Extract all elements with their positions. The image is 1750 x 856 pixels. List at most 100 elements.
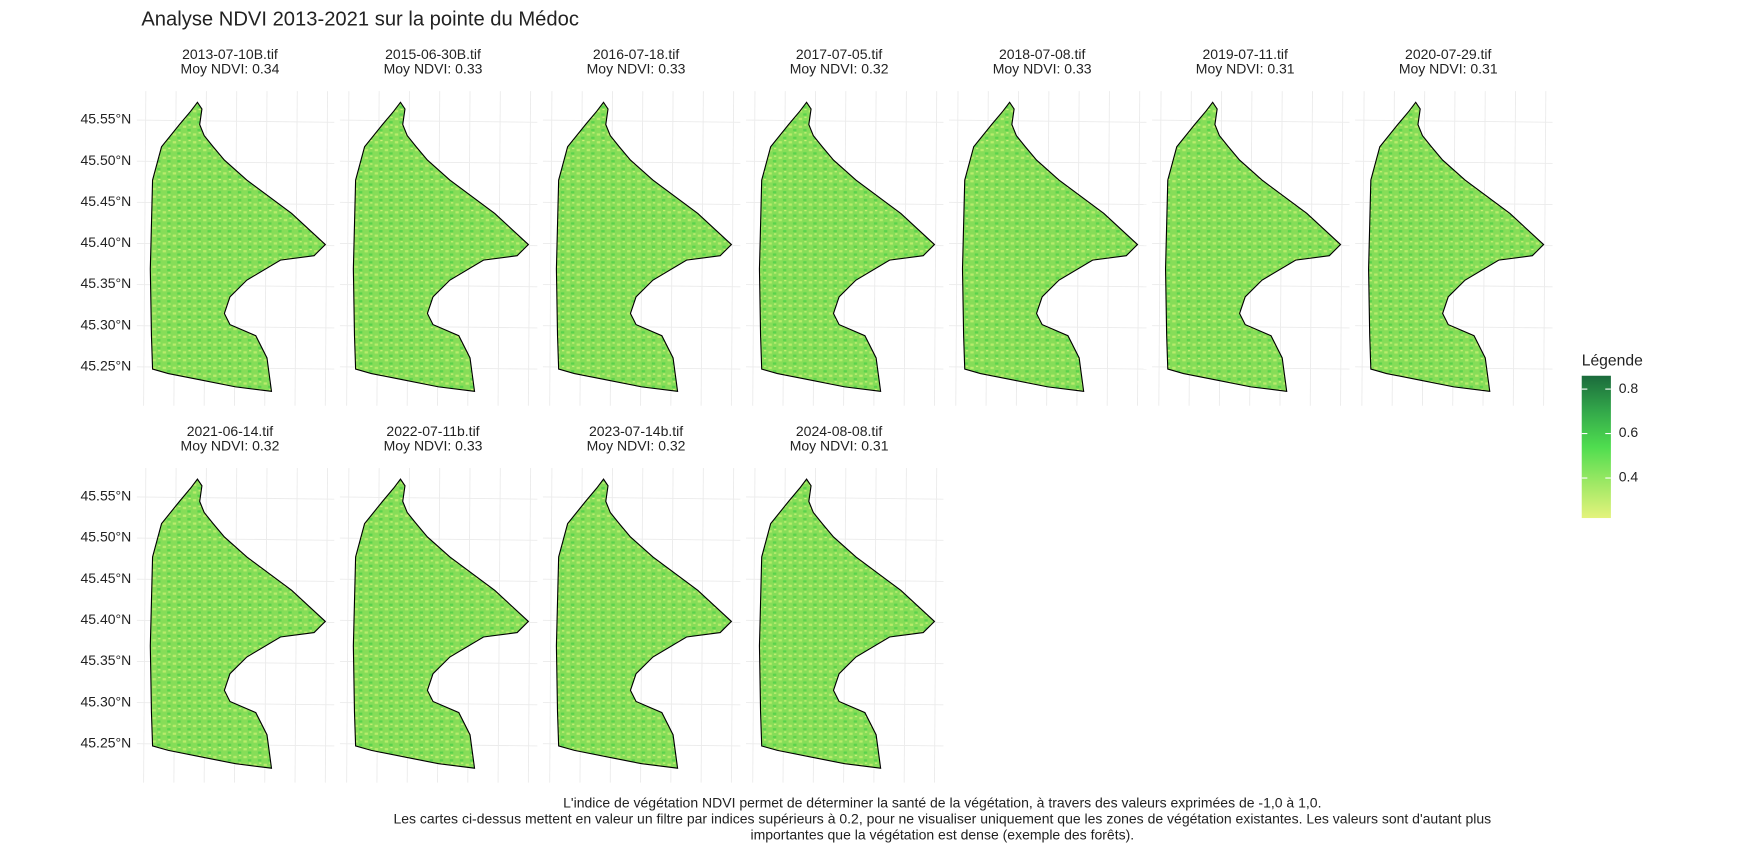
panel-file: 2024-08-08.tif xyxy=(796,423,883,439)
ndvi-map xyxy=(555,478,733,769)
grid-line-vertical xyxy=(730,91,735,406)
legend-colorbar xyxy=(1581,375,1611,519)
grid-line-vertical xyxy=(752,468,756,783)
panel-file: 2015-06-30B.tif xyxy=(385,46,481,62)
grid-line xyxy=(1355,119,1553,123)
ndvi-map xyxy=(352,478,530,769)
grid-line-vertical xyxy=(324,468,329,783)
title: Analyse NDVI 2013-2021 sur la pointe du … xyxy=(141,8,579,30)
grid-line-vertical xyxy=(527,91,532,406)
ndvi-map xyxy=(149,101,327,392)
panel-file: 2013-07-10B.tif xyxy=(182,46,278,62)
y-tick-label: 45.55°N xyxy=(80,111,131,127)
grid-line xyxy=(339,496,538,500)
ndvi-map xyxy=(1368,101,1545,392)
panel-subtitle: Moy NDVI: 0.34 xyxy=(181,61,280,77)
y-tick-label: 45.35°N xyxy=(80,275,131,291)
grid-line xyxy=(136,119,335,123)
caption-line: importantes que la végétation est dense … xyxy=(750,827,1134,843)
panel-subtitle: Moy NDVI: 0.32 xyxy=(790,61,889,77)
panel-subtitle: Moy NDVI: 0.31 xyxy=(1399,61,1498,77)
grid-line-vertical xyxy=(346,468,350,783)
grid-line-vertical xyxy=(143,468,147,783)
caption-line: Les cartes ci-dessus mettent en valeur u… xyxy=(393,811,1491,827)
panel-file: 2021-06-14.tif xyxy=(187,423,274,439)
ndvi-map xyxy=(149,478,327,769)
ndvi-map xyxy=(961,101,1139,392)
y-tick-label: 45.45°N xyxy=(80,193,131,209)
y-tick-label: 45.50°N xyxy=(80,152,131,168)
grid-line-vertical xyxy=(730,468,735,783)
panel-file: 2017-07-05.tif xyxy=(796,46,883,62)
grid-line-vertical xyxy=(324,91,329,406)
panel-file: 2018-07-08.tif xyxy=(999,46,1086,62)
grid-line-vertical xyxy=(527,468,532,783)
grid-line-vertical xyxy=(143,91,147,406)
grid-line-vertical xyxy=(1361,91,1365,406)
legend-tick-label: 0.6 xyxy=(1619,424,1639,440)
grid-line-vertical xyxy=(549,91,553,406)
grid-line xyxy=(745,496,944,500)
panel-file: 2023-07-14b.tif xyxy=(589,423,683,439)
y-tick-label: 45.40°N xyxy=(80,611,131,627)
panel-subtitle: Moy NDVI: 0.33 xyxy=(384,438,483,454)
grid-line-vertical xyxy=(1543,91,1547,406)
panel-subtitle: Moy NDVI: 0.32 xyxy=(181,438,280,454)
ndvi-map xyxy=(352,101,530,392)
y-tick-label: 45.45°N xyxy=(80,570,131,586)
panel-subtitle: Moy NDVI: 0.33 xyxy=(384,61,483,77)
grid-line-vertical xyxy=(346,91,350,406)
ndvi-map xyxy=(1164,101,1342,392)
y-tick-label: 45.30°N xyxy=(80,316,131,332)
grid-line xyxy=(745,119,944,123)
grid-line xyxy=(136,496,335,500)
grid-line xyxy=(1152,119,1350,123)
y-tick-label: 45.25°N xyxy=(80,358,131,374)
y-tick-label: 45.55°N xyxy=(80,488,131,504)
panel-subtitle: Moy NDVI: 0.31 xyxy=(790,438,889,454)
y-tick-label: 45.30°N xyxy=(80,693,131,709)
grid-line-vertical xyxy=(1137,91,1141,406)
y-tick-label: 45.40°N xyxy=(80,234,131,250)
legend-title: Légende xyxy=(1582,352,1643,369)
panel-file: 2020-07-29.tif xyxy=(1405,46,1492,62)
grid-line xyxy=(949,119,1147,123)
grid-line xyxy=(542,496,741,500)
map-panel: 45.25°N 45.30°N 45.35°N 45.40°N 45.45°N 45.50… xyxy=(80,46,335,406)
panel-subtitle: Moy NDVI: 0.33 xyxy=(587,61,686,77)
panel-file: 2022-07-11b.tif xyxy=(386,423,479,439)
panel-subtitle: Moy NDVI: 0.32 xyxy=(587,438,686,454)
panel-file: 2019-07-11.tif xyxy=(1203,46,1288,62)
grid-line xyxy=(542,119,741,123)
ndvi-map xyxy=(758,101,936,392)
grid-line-vertical xyxy=(752,91,756,406)
grid-line-vertical xyxy=(1340,91,1344,406)
grid-line-vertical xyxy=(549,468,553,783)
y-tick-label: 45.50°N xyxy=(80,529,131,545)
y-tick-label: 45.35°N xyxy=(80,652,131,668)
panel-file: 2016-07-18.tif xyxy=(593,46,680,62)
grid-line-vertical xyxy=(1158,91,1162,406)
ndvi-map xyxy=(555,101,733,392)
grid-line-vertical xyxy=(955,91,959,406)
grid-line-vertical xyxy=(934,91,938,406)
grid-line xyxy=(339,119,538,123)
legend-tick-label: 0.8 xyxy=(1619,380,1639,396)
legend-tick-label: 0.4 xyxy=(1619,469,1639,485)
map-panel: 45.25°N 45.30°N 45.35°N 45.40°N 45.45°N 45.50… xyxy=(80,423,335,783)
grid-line-vertical xyxy=(934,468,938,783)
y-tick-label: 45.25°N xyxy=(80,734,131,750)
panel-subtitle: Moy NDVI: 0.31 xyxy=(1196,61,1295,77)
panel-subtitle: Moy NDVI: 0.33 xyxy=(993,61,1092,77)
ndvi-map xyxy=(758,478,936,769)
